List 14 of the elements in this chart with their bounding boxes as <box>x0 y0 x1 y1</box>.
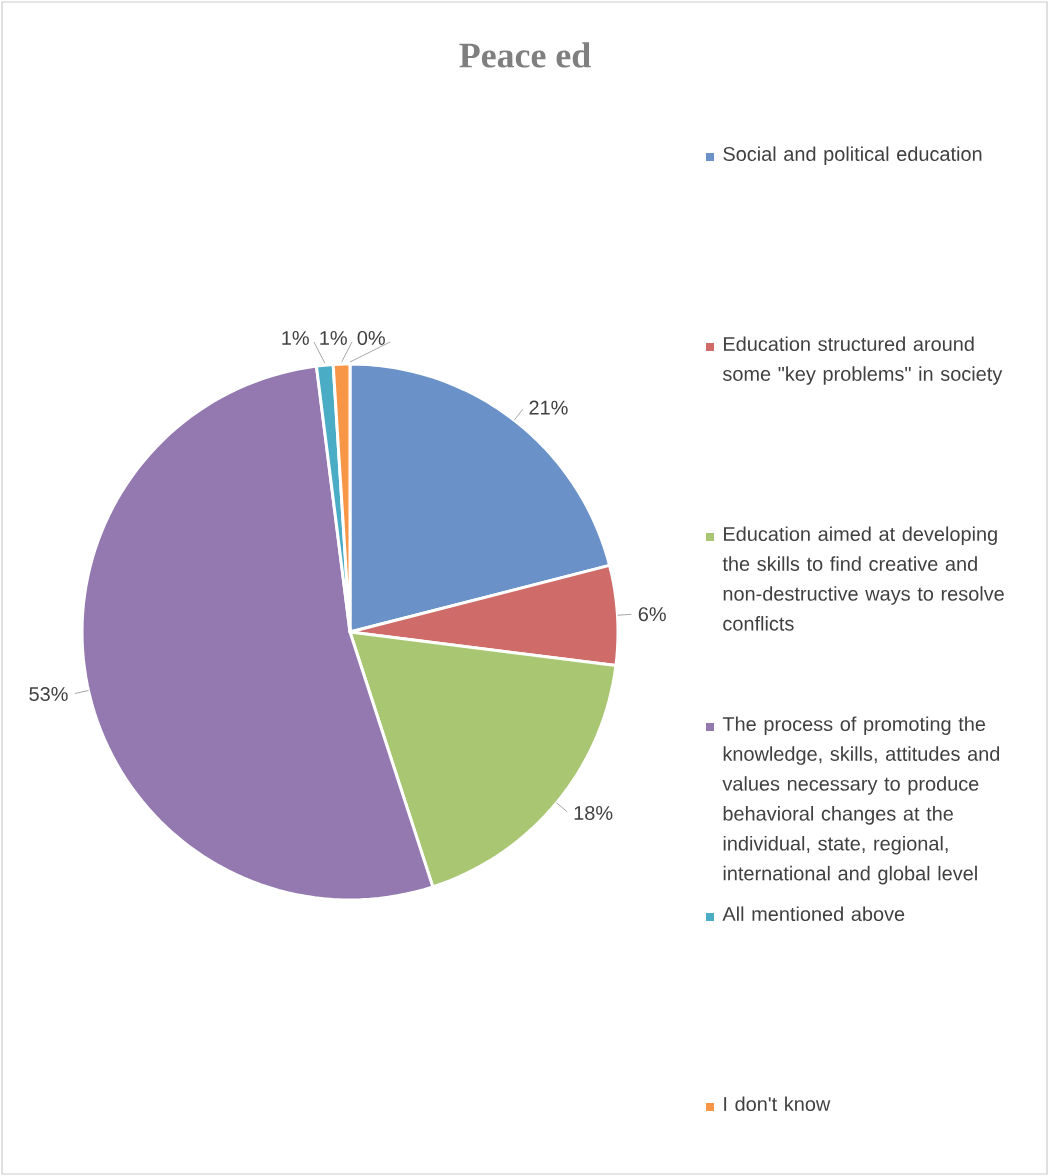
data-label: 18% <box>574 805 613 821</box>
data-label: 1% <box>282 331 309 345</box>
legend-label: Education structured around some "key problems" in society <box>722 336 1003 385</box>
legend-label: The process of promoting the knowledge, skills, attitudes and values necessary to produce behavioral changes at the individual, state, regional, international and global level <box>722 716 1000 885</box>
legend-label: All mentioned above <box>722 906 905 922</box>
data-label: 21% <box>529 400 568 415</box>
legend-label: I don't know <box>724 1096 831 1112</box>
data-label: 6% <box>638 607 666 622</box>
legend-label: Social and political education <box>723 146 982 165</box>
data-label: 53% <box>29 686 68 702</box>
data-label: 1% <box>320 331 347 345</box>
chart-title: Peace ed <box>459 42 591 68</box>
legend-label: Education aimed at developing the skills to find creative and non-destructive ways to resolve conflicts <box>722 526 1004 631</box>
text: 0% <box>357 330 385 346</box>
